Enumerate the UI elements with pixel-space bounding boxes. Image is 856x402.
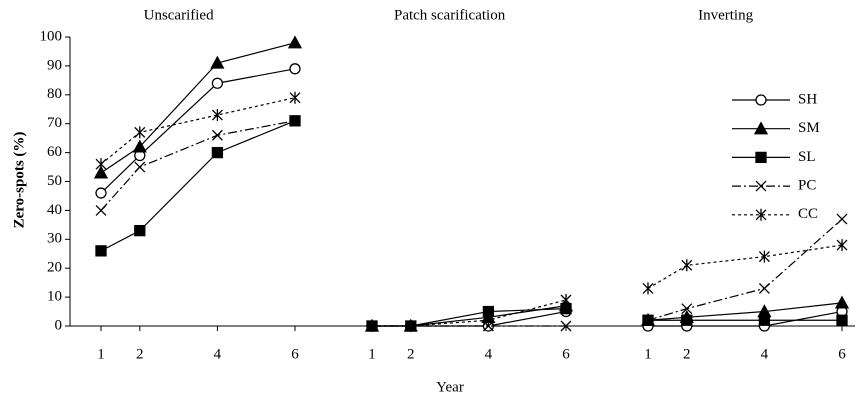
- marker: [366, 320, 378, 332]
- marker: [834, 295, 850, 309]
- legend-label: CC: [798, 206, 818, 222]
- x-tick-label: 2: [683, 346, 691, 362]
- y-tick-label: 70: [47, 115, 62, 131]
- marker: [95, 245, 107, 257]
- y-tick-label: 90: [47, 57, 62, 73]
- marker: [289, 63, 301, 75]
- x-tick-label: 6: [562, 346, 570, 362]
- marker: [681, 314, 693, 326]
- x-tick-label: 1: [97, 346, 105, 362]
- x-tick-label: 2: [407, 346, 415, 362]
- marker: [758, 250, 770, 263]
- x-tick-label: 2: [136, 346, 144, 362]
- x-tick-label: 4: [485, 346, 493, 362]
- panel-title: Unscarified: [144, 7, 214, 23]
- marker: [211, 109, 223, 122]
- x-tick-label: 6: [838, 346, 846, 362]
- marker: [95, 204, 107, 216]
- series-line: [100, 42, 296, 174]
- x-tick-label: 1: [368, 346, 376, 362]
- x-tick-label: 1: [644, 346, 652, 362]
- marker: [405, 320, 417, 332]
- marker: [681, 259, 693, 272]
- marker: [642, 314, 654, 326]
- marker: [758, 282, 770, 294]
- series-line: [100, 68, 296, 194]
- legend-label: PC: [798, 178, 816, 194]
- legend-label: SH: [798, 91, 817, 107]
- marker: [681, 303, 693, 315]
- marker: [836, 314, 848, 326]
- legend-box: [725, 78, 837, 228]
- series-line: [372, 305, 567, 327]
- legend-marker: [755, 151, 767, 164]
- marker: [289, 91, 301, 104]
- x-tick-label: 4: [214, 346, 222, 362]
- x-axis-label: Year: [436, 379, 464, 395]
- marker: [482, 314, 494, 327]
- marker: [560, 293, 572, 306]
- marker: [560, 320, 572, 332]
- y-tick-label: 40: [47, 202, 62, 218]
- y-tick-label: 20: [47, 260, 62, 276]
- x-tick-label: 6: [291, 346, 299, 362]
- series-line: [100, 120, 296, 252]
- marker: [642, 282, 654, 295]
- y-tick-label: 100: [40, 28, 63, 44]
- series-line: [648, 310, 843, 327]
- y-tick-label: 10: [47, 289, 62, 305]
- y-tick-label: 80: [47, 86, 62, 102]
- legend-marker: [755, 94, 767, 106]
- series-line: [647, 218, 843, 321]
- marker: [211, 146, 224, 159]
- marker: [289, 115, 301, 127]
- marker: [132, 139, 147, 153]
- legend-marker: [755, 208, 767, 221]
- marker: [211, 129, 223, 141]
- legend-label: SL: [798, 149, 816, 165]
- series-line: [647, 302, 843, 321]
- panel-title: Inverting: [698, 7, 753, 23]
- marker: [210, 55, 225, 69]
- y-axis-label: Zero-spots (%): [11, 132, 27, 229]
- y-tick-label: 30: [47, 231, 62, 247]
- marker: [134, 126, 146, 139]
- marker: [134, 161, 146, 173]
- series-line: [100, 97, 296, 165]
- legend-marker: [755, 180, 767, 192]
- marker: [93, 165, 109, 179]
- legend-marker: [753, 121, 769, 135]
- y-tick-label: 0: [55, 317, 63, 333]
- series-line: [372, 310, 567, 327]
- legend-label: SM: [798, 120, 820, 136]
- panel-title: Patch scarification: [394, 7, 506, 23]
- series-line: [372, 299, 567, 327]
- series-line: [100, 120, 296, 211]
- marker: [836, 213, 848, 225]
- marker: [134, 224, 146, 237]
- x-tick-label: 4: [761, 346, 769, 362]
- marker: [836, 239, 848, 252]
- marker: [95, 187, 107, 199]
- series-line: [647, 244, 843, 289]
- y-tick-label: 50: [47, 173, 62, 189]
- marker: [287, 35, 303, 49]
- marker: [211, 77, 224, 89]
- y-tick-label: 60: [47, 144, 62, 160]
- marker: [95, 158, 107, 171]
- marker: [758, 314, 771, 326]
